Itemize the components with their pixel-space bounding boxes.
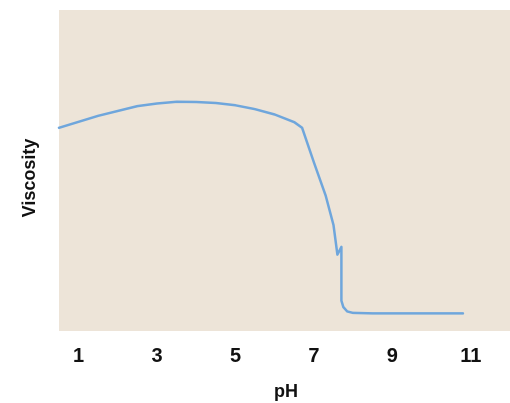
x-axis-label: pH [274, 381, 298, 401]
x-tick-label: 11 [460, 345, 481, 367]
x-tick-label: 5 [230, 345, 241, 367]
series-line-0 [57, 100, 465, 315]
x-tick-label: 1 [73, 345, 84, 367]
y-axis-label: Viscosity [19, 139, 39, 218]
plot-area [59, 10, 510, 331]
x-tick-label: 7 [308, 345, 319, 367]
x-tick-label: 9 [387, 345, 398, 367]
x-tick-label: 3 [151, 345, 162, 367]
